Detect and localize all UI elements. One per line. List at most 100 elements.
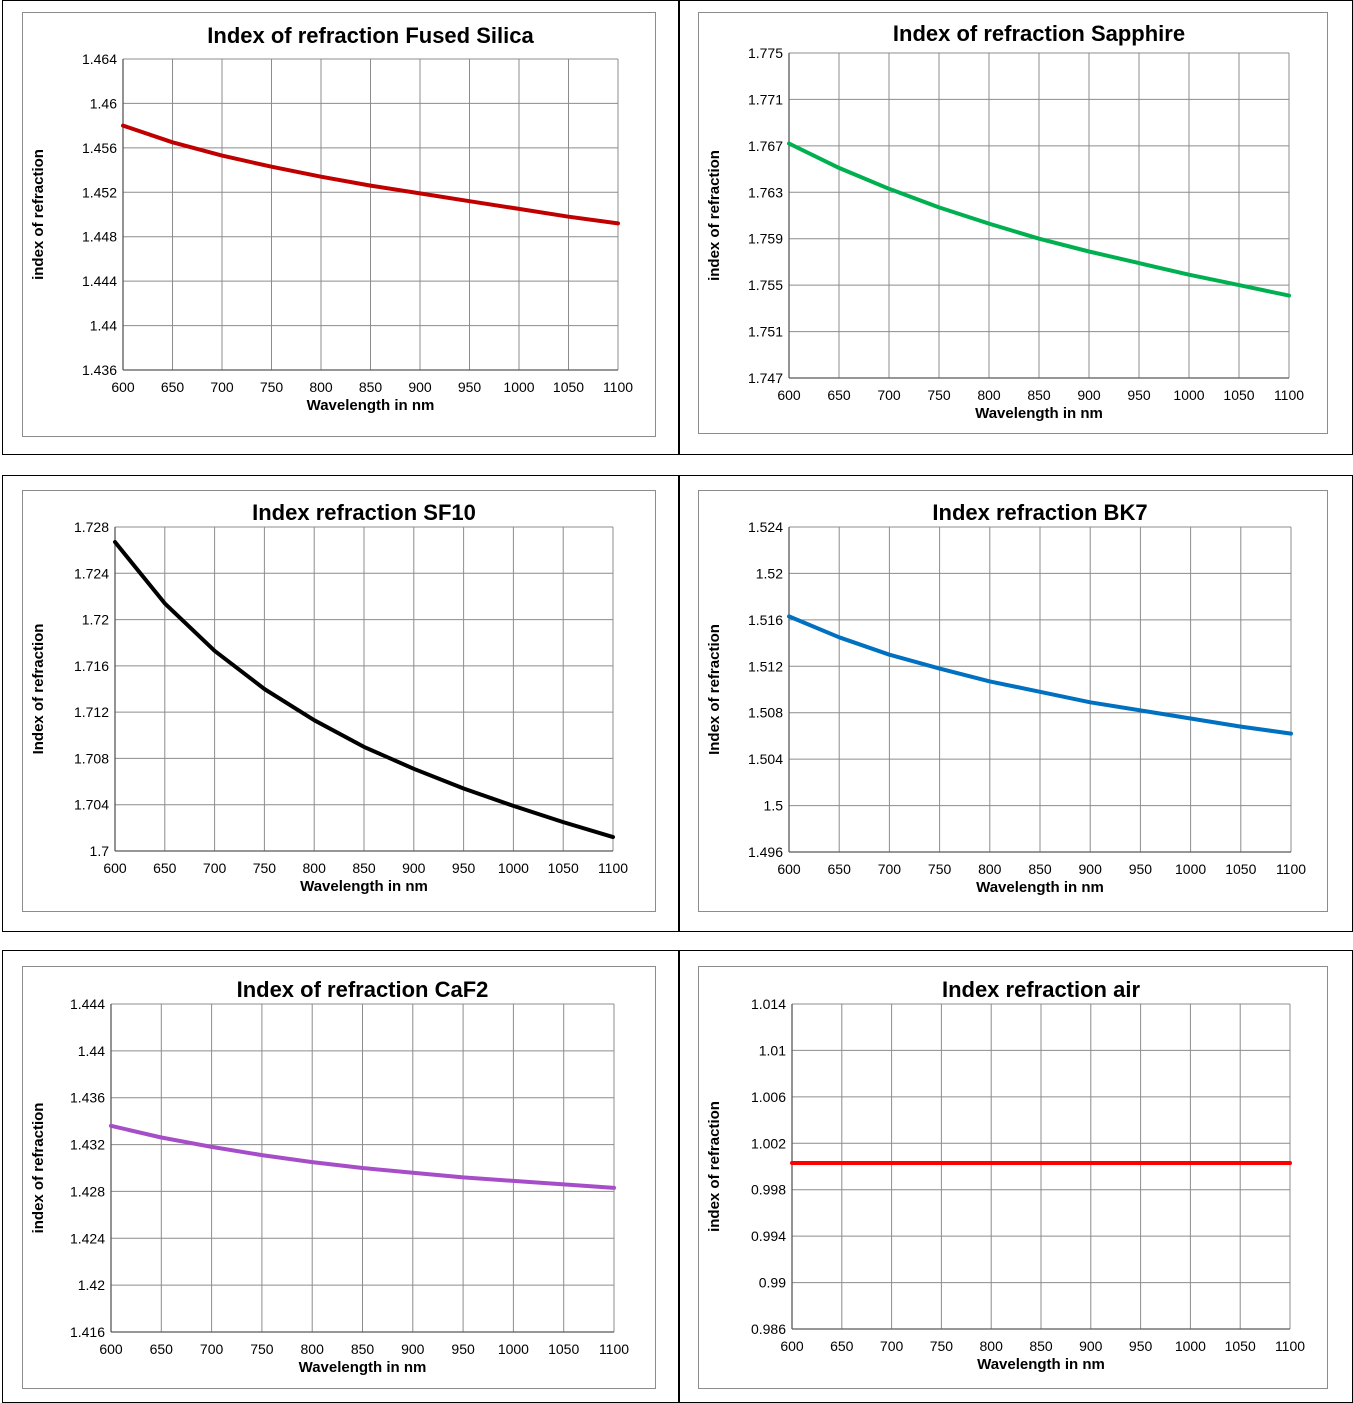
x-tick-label: 700	[203, 860, 227, 876]
x-axis-label: Wavelength in nm	[307, 397, 435, 414]
x-tick-label: 750	[253, 860, 277, 876]
y-tick-label: 1.755	[748, 277, 783, 293]
y-tick-label: 1.496	[748, 844, 783, 860]
y-tick-label: 0.986	[751, 1321, 786, 1337]
y-tick-label: 1.014	[751, 996, 786, 1012]
x-tick-label: 1000	[1175, 1338, 1206, 1354]
y-tick-label: 1.432	[70, 1137, 105, 1153]
x-tick-label: 900	[1079, 861, 1103, 877]
y-axis-label: Index of refraction	[30, 624, 47, 755]
chart-sapphire: 600 650 700 750 800 850 900 950 1000 1050 1100 1.74…	[698, 12, 1328, 434]
y-tick-label: 1.52	[756, 565, 783, 581]
x-tick-label: 900	[1079, 1338, 1103, 1354]
y-tick-label: 0.994	[751, 1228, 786, 1244]
x-tick-label: 1050	[1225, 1338, 1256, 1354]
x-tick-label: 650	[830, 1338, 854, 1354]
x-tick-label: 900	[402, 860, 426, 876]
x-tick-label: 650	[153, 860, 177, 876]
x-tick-label: 950	[452, 860, 476, 876]
y-tick-label: 1.44	[90, 318, 117, 334]
series-line	[109, 1123, 616, 1190]
y-tick-label: 1.456	[82, 140, 117, 156]
x-tick-label: 1050	[548, 1341, 579, 1357]
y-tick-label: 1.716	[74, 658, 109, 674]
chart-svg: 600 650 700 750 800 850 900 950 1000 1050 1100 1.43…	[30, 23, 633, 414]
y-tick-label: 1.5	[764, 798, 784, 814]
y-tick-label: 1.516	[748, 612, 783, 628]
x-tick-label: 1050	[548, 860, 579, 876]
y-tick-label: 1.775	[748, 45, 783, 61]
x-tick-label: 650	[150, 1341, 174, 1357]
y-tick-label: 1.42	[78, 1277, 105, 1293]
x-tick-label: 700	[877, 387, 901, 403]
x-tick-label: 650	[828, 861, 852, 877]
x-tick-label: 600	[103, 860, 127, 876]
y-tick-label: 1.704	[74, 797, 109, 813]
y-tick-label: 1.01	[759, 1042, 786, 1058]
x-tick-label: 700	[200, 1341, 224, 1357]
x-tick-label: 700	[210, 379, 234, 395]
x-tick-label: 700	[880, 1338, 904, 1354]
y-axis-label: index of refraction	[706, 1101, 723, 1232]
x-tick-label: 600	[777, 861, 801, 877]
x-tick-label: 950	[451, 1341, 475, 1357]
y-tick-label: 1.759	[748, 231, 783, 247]
x-tick-label: 600	[99, 1341, 123, 1357]
x-axis-label: Wavelength in nm	[300, 878, 428, 895]
x-tick-label: 1100	[598, 860, 628, 876]
y-tick-label: 1.504	[748, 751, 783, 767]
x-tick-label: 1100	[1275, 1338, 1305, 1354]
x-tick-label: 1000	[498, 1341, 529, 1357]
y-tick-label: 1.444	[82, 273, 117, 289]
x-tick-label: 650	[827, 387, 851, 403]
x-tick-label: 850	[351, 1341, 375, 1357]
y-tick-label: 1.728	[74, 519, 109, 535]
x-tick-label: 900	[401, 1341, 425, 1357]
x-tick-label: 1100	[1274, 387, 1304, 403]
y-tick-label: 1.44	[78, 1043, 105, 1059]
chart-air: 600 650 700 750 800 850 900 950 1000 1050 1100 0.98…	[698, 966, 1328, 1389]
chart-svg: 600 650 700 750 800 850 900 950 1000 1050 1100 0.98…	[706, 977, 1305, 1373]
x-tick-label: 800	[309, 379, 333, 395]
x-tick-label: 600	[780, 1338, 804, 1354]
y-tick-label: 1.512	[748, 658, 783, 674]
x-tick-label: 750	[250, 1341, 274, 1357]
x-axis-label: Wavelength in nm	[299, 1359, 427, 1376]
y-tick-label: 1.428	[70, 1183, 105, 1199]
series-line	[121, 123, 620, 226]
chart-sf10: 600 650 700 750 800 850 900 950 1000 1050 1100 1.7 1…	[22, 490, 656, 912]
x-tick-label: 750	[927, 387, 951, 403]
chart-bk7: 600 650 700 750 800 850 900 950 1000 1050 1100 1.49…	[698, 490, 1328, 912]
x-tick-label: 950	[1129, 861, 1153, 877]
x-tick-label: 850	[352, 860, 376, 876]
x-tick-label: 950	[1129, 1338, 1153, 1354]
x-tick-label: 1100	[603, 379, 633, 395]
y-tick-label: 1.444	[70, 996, 105, 1012]
chart-caf2: 600 650 700 750 800 850 900 950 1000 1050 1100 1.41…	[22, 966, 656, 1389]
chart-fused-silica: 600 650 700 750 800 850 900 950 1000 1050 1100 1.43…	[22, 12, 656, 437]
chart-title: Index refraction BK7	[932, 500, 1147, 525]
y-tick-label: 1.747	[748, 370, 783, 386]
x-tick-label: 600	[777, 387, 801, 403]
y-tick-label: 1.763	[748, 184, 783, 200]
column-divider-3	[678, 950, 680, 1403]
x-tick-label: 950	[458, 379, 482, 395]
y-tick-label: 1.436	[70, 1090, 105, 1106]
series-line	[113, 540, 615, 840]
y-tick-label: 1.508	[748, 705, 783, 721]
series-line	[787, 614, 1293, 736]
x-tick-label: 1000	[503, 379, 534, 395]
y-tick-label: 1.712	[74, 704, 109, 720]
chart-svg: 600 650 700 750 800 850 900 950 1000 1050 11001.71…	[30, 500, 628, 895]
x-tick-label: 1050	[1223, 387, 1254, 403]
y-tick-label: 1.464	[82, 51, 117, 67]
x-tick-label: 750	[930, 1338, 954, 1354]
y-tick-label: 1.767	[748, 138, 783, 154]
y-tick-label: 1.436	[82, 362, 117, 378]
x-tick-label: 850	[359, 379, 383, 395]
y-tick-label: 1.448	[82, 229, 117, 245]
chart-title: Index of refraction Sapphire	[893, 21, 1185, 46]
y-tick-label: 1.006	[751, 1089, 786, 1105]
y-tick-label: 1.416	[70, 1324, 105, 1340]
x-tick-label: 1050	[1225, 861, 1256, 877]
